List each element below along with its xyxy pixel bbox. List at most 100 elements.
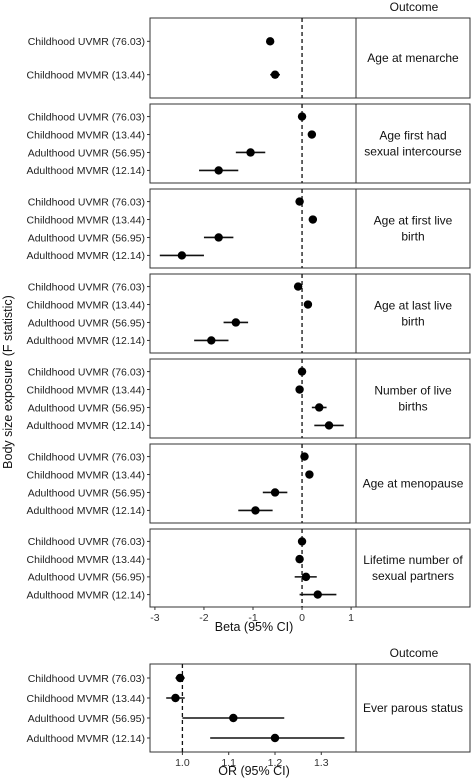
- point-estimate: [308, 215, 318, 224]
- row-label: Adulthood MVMR (12.14): [27, 589, 145, 601]
- point-estimate: [295, 554, 304, 564]
- outcome-strip: [355, 528, 471, 608]
- x-tick-label: 0: [299, 612, 305, 624]
- point-estimate: [307, 130, 317, 139]
- point-estimate: [251, 506, 260, 515]
- outcome-header-top: Outcome: [390, 0, 439, 14]
- x-axis-title-or: OR (95% CI): [218, 764, 290, 778]
- x-tick-label: 1: [348, 612, 354, 624]
- outcome-label: sexual intercourse: [364, 145, 462, 159]
- point-estimate: [301, 572, 311, 582]
- row-label: Childhood MVMR (13.44): [27, 384, 145, 396]
- row-label: Adulthood UVMR (56.95): [28, 402, 145, 414]
- row-label: Adulthood UVMR (56.95): [28, 317, 145, 329]
- x-tick-label: -3: [150, 612, 159, 624]
- outcome-label: Lifetime number of: [363, 553, 463, 567]
- point-estimate: [295, 197, 304, 206]
- outcome-label: birth: [401, 230, 424, 244]
- outcome-label: Age at first live: [374, 214, 453, 228]
- row-label: Adulthood UVMR (56.95): [28, 487, 145, 499]
- row-label: Adulthood MVMR (12.14): [27, 733, 145, 745]
- outcome-label: births: [398, 400, 427, 414]
- point-estimate: [313, 590, 322, 599]
- outcome-strip: [355, 103, 471, 184]
- outcome-strip: [355, 17, 471, 99]
- outcome-strip: [355, 663, 471, 753]
- row-label: Childhood UVMR (76.03): [28, 366, 145, 378]
- outcome-label: Age at last live: [374, 299, 452, 313]
- row-label: Adulthood UVMR (56.95): [28, 713, 145, 725]
- row-label: Childhood UVMR (76.03): [28, 281, 145, 293]
- panel-frame: [149, 103, 357, 184]
- x-axis-title-beta: Beta (95% CI): [215, 620, 294, 634]
- row-label: Childhood MVMR (13.44): [27, 69, 145, 81]
- panel-frame: [149, 273, 357, 354]
- point-estimate: [265, 37, 275, 46]
- outcome-label: Age first had: [379, 129, 446, 143]
- x-tick-label: 1.3: [314, 757, 329, 769]
- row-label: Adulthood UVMR (56.95): [28, 572, 145, 584]
- point-estimate: [303, 300, 313, 309]
- point-estimate: [305, 470, 314, 479]
- point-estimate: [297, 367, 307, 376]
- row-label: Adulthood MVMR (12.14): [27, 505, 145, 517]
- y-axis-title: Body size exposure (F statistic): [1, 295, 15, 469]
- outcome-header-bottom: Outcome: [390, 646, 439, 660]
- point-estimate: [214, 166, 223, 175]
- row-label: Childhood MVMR (13.44): [27, 554, 145, 566]
- row-label: Childhood UVMR (76.03): [28, 673, 145, 685]
- row-label: Childhood UVMR (76.03): [28, 451, 145, 463]
- row-label: Childhood MVMR (13.44): [27, 299, 145, 311]
- point-estimate: [324, 421, 334, 430]
- row-label: Childhood MVMR (13.44): [27, 469, 145, 481]
- row-label: Childhood UVMR (76.03): [28, 111, 145, 123]
- row-label: Adulthood MVMR (12.14): [27, 165, 145, 177]
- panel-frame: [149, 17, 357, 99]
- point-estimate: [207, 336, 216, 345]
- row-label: Adulthood UVMR (56.95): [28, 232, 145, 244]
- point-estimate: [175, 673, 185, 683]
- row-label: Childhood UVMR (76.03): [28, 536, 145, 548]
- point-estimate: [214, 233, 223, 242]
- outcome-strip: [355, 443, 471, 524]
- x-tick-label: -2: [199, 612, 208, 624]
- point-estimate: [177, 251, 187, 260]
- point-estimate: [300, 452, 309, 461]
- x-tick-label: 1.1: [221, 757, 236, 769]
- outcome-label: Age at menopause: [363, 477, 464, 491]
- point-estimate: [231, 318, 241, 327]
- row-label: Adulthood MVMR (12.14): [27, 335, 145, 347]
- outcome-label: birth: [401, 315, 424, 329]
- outcome-label: sexual partners: [372, 569, 454, 583]
- point-estimate: [246, 148, 255, 157]
- row-label: Childhood UVMR (76.03): [28, 196, 145, 208]
- point-estimate: [270, 70, 280, 79]
- x-tick-label: -1: [248, 612, 257, 624]
- point-estimate: [171, 693, 180, 703]
- outcome-label: Ever parous status: [363, 701, 463, 715]
- outcome-strip: [355, 188, 471, 269]
- row-label: Childhood MVMR (13.44): [27, 214, 145, 226]
- row-label: Adulthood UVMR (56.95): [28, 147, 145, 159]
- point-estimate: [229, 713, 238, 723]
- point-estimate: [315, 403, 324, 412]
- row-label: Adulthood MVMR (12.14): [27, 250, 145, 262]
- outcome-strip: [355, 358, 471, 439]
- outcome-label: Number of live: [374, 384, 452, 398]
- point-estimate: [295, 385, 304, 394]
- outcome-strip: [355, 273, 471, 354]
- point-estimate: [293, 282, 303, 291]
- point-estimate: [297, 537, 307, 546]
- row-label: Childhood MVMR (13.44): [27, 129, 145, 141]
- outcome-label: Age at menarche: [367, 51, 459, 65]
- point-estimate: [270, 733, 280, 743]
- x-tick-label: 1.2: [268, 757, 283, 769]
- row-label: Childhood MVMR (13.44): [27, 693, 145, 705]
- row-label: Childhood UVMR (76.03): [28, 36, 145, 48]
- x-tick-label: 1.0: [175, 757, 190, 769]
- plot-area: Age at menarche Childhood UVMR (76.03) Chi…: [27, 17, 471, 769]
- point-estimate: [297, 112, 307, 121]
- point-estimate: [270, 488, 280, 497]
- row-label: Adulthood MVMR (12.14): [27, 420, 145, 432]
